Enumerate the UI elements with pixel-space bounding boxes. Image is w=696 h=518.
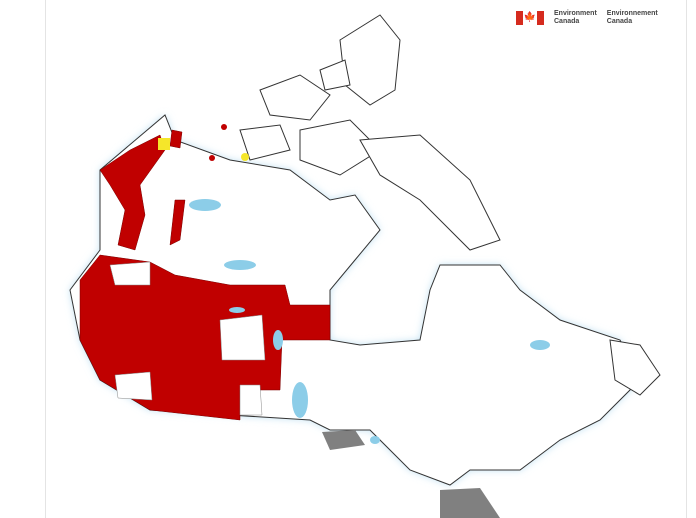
- logo-en-line1: Environment: [554, 10, 597, 17]
- lakes: [189, 199, 550, 444]
- statement-regions[interactable]: [322, 430, 500, 518]
- logo-fr-line2: Canada: [606, 18, 633, 25]
- red-point-markers[interactable]: [209, 124, 227, 161]
- environment-canada-logo: 🍁 Environment Canada Environnement Canad…: [516, 10, 658, 26]
- arctic-islands: [239, 14, 661, 396]
- logo-text-en: Environment Canada: [554, 10, 597, 26]
- advisory-regions[interactable]: [158, 138, 249, 161]
- non-warning-holes: [109, 261, 266, 416]
- logo-en-line2: Canada: [554, 18, 580, 25]
- logo-fr-line1: Environnement: [606, 10, 658, 17]
- logo-text-fr: Environnement Canada: [607, 10, 658, 26]
- canada-flag-icon: 🍁: [516, 11, 544, 25]
